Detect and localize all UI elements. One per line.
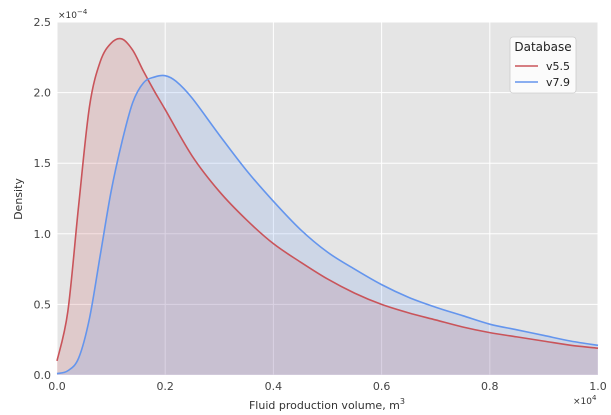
x-tick-label: 0.6 xyxy=(373,380,391,393)
y-tick-label: 1.0 xyxy=(34,228,52,241)
legend-title: Database xyxy=(514,40,571,54)
y-tick-label: 0.0 xyxy=(34,369,52,382)
x-axis-label: Fluid production volume, m3 xyxy=(249,397,405,412)
x-tick-labels: 0.0 0.2 0.4 0.6 0.8 1.0 xyxy=(48,380,607,393)
y-tick-label: 2.5 xyxy=(34,16,52,29)
y-multiplier: ×10−4 xyxy=(58,8,88,21)
legend-label-v7-9: v7.9 xyxy=(546,76,570,89)
x-tick-label: 1.0 xyxy=(589,380,607,393)
y-tick-label: 2.0 xyxy=(34,87,52,100)
y-tick-labels: 0.0 0.5 1.0 1.5 2.0 2.5 xyxy=(34,16,52,382)
x-tick-label: 0.4 xyxy=(265,380,283,393)
legend: Database v5.5 v7.9 xyxy=(510,37,576,93)
y-tick-label: 1.5 xyxy=(34,157,52,170)
x-tick-label: 0.2 xyxy=(156,380,174,393)
legend-label-v5-5: v5.5 xyxy=(546,60,570,73)
y-tick-label: 0.5 xyxy=(34,298,52,311)
x-multiplier: ×104 xyxy=(573,394,597,407)
y-axis-label: Density xyxy=(12,178,25,220)
x-tick-label: 0.8 xyxy=(481,380,499,393)
